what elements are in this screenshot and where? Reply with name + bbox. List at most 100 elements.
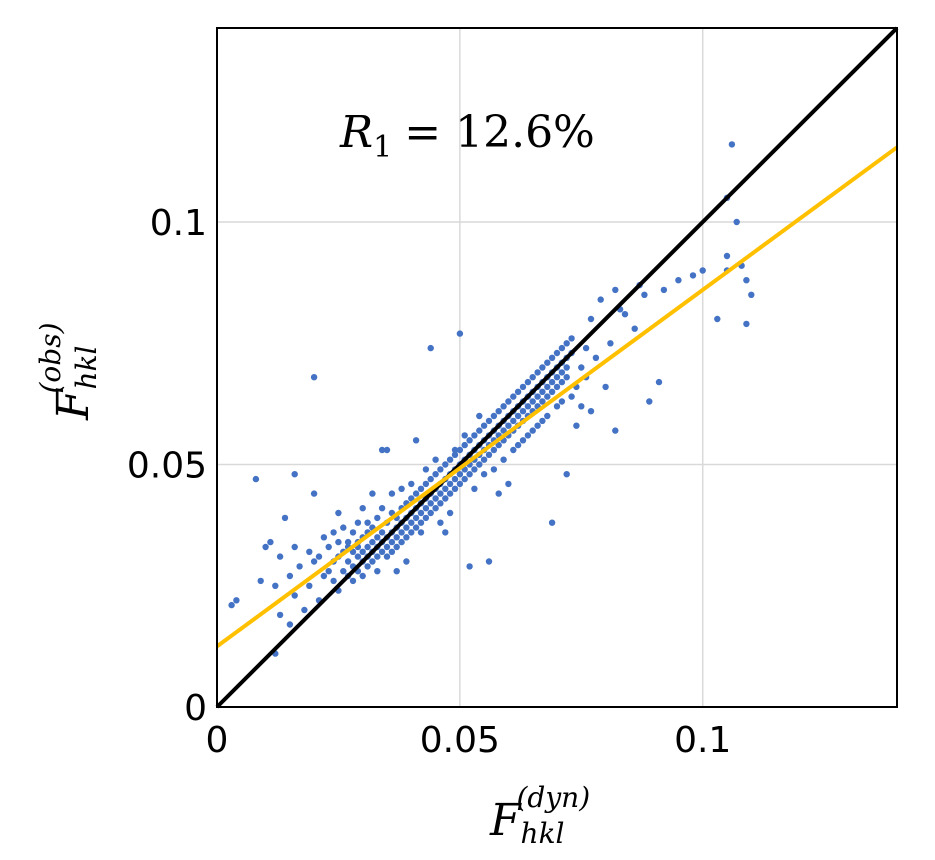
data-point-17 xyxy=(301,606,308,614)
data-point-208 xyxy=(510,417,517,425)
data-point-271 xyxy=(573,422,580,429)
data-point-238 xyxy=(539,388,546,395)
data-point-254 xyxy=(553,349,561,357)
data-point-174 xyxy=(476,427,483,434)
data-point-22 xyxy=(310,558,318,565)
data-point-256 xyxy=(553,403,561,410)
data-point-90 xyxy=(393,543,400,551)
data-point-239 xyxy=(539,364,546,371)
plot-frame xyxy=(216,27,898,708)
data-point-67 xyxy=(374,534,381,541)
data-point-153 xyxy=(456,471,464,478)
data-point-76 xyxy=(378,505,386,512)
data-point-209 xyxy=(510,393,517,400)
x-tick-label-2: 0.1 xyxy=(674,720,731,761)
data-point-170 xyxy=(471,466,478,473)
data-point-274 xyxy=(582,344,590,352)
data-point-277 xyxy=(587,408,595,415)
data-point-139 xyxy=(442,461,449,468)
data-point-47 xyxy=(354,553,362,560)
data-point-98 xyxy=(403,524,410,531)
data-point-198 xyxy=(500,427,507,434)
x-tick-label-1: 0.05 xyxy=(420,720,500,761)
data-point-206 xyxy=(505,480,512,488)
data-point-259 xyxy=(558,344,566,352)
data-point-1 xyxy=(233,597,240,604)
data-point-133 xyxy=(437,490,444,497)
data-point-28 xyxy=(325,543,332,551)
r1-value: = 12.6% xyxy=(404,107,595,158)
identity-line xyxy=(215,26,899,709)
data-point-45 xyxy=(349,577,357,585)
data-point-250 xyxy=(548,388,556,395)
data-point-241 xyxy=(539,417,546,425)
data-point-298 xyxy=(728,141,736,148)
data-point-35 xyxy=(335,509,342,517)
data-point-110 xyxy=(412,524,420,531)
data-point-249 xyxy=(548,354,556,361)
x-label-superscript: (dyn) xyxy=(517,781,591,814)
data-point-176 xyxy=(476,412,483,420)
data-point-146 xyxy=(446,509,454,517)
data-point-135 xyxy=(437,500,444,507)
data-point-194 xyxy=(495,408,502,415)
data-point-169 xyxy=(471,432,478,439)
data-point-263 xyxy=(563,364,570,371)
data-point-148 xyxy=(451,475,459,483)
x-label-subscript: hkl xyxy=(521,817,565,850)
data-point-258 xyxy=(558,369,566,376)
data-point-226 xyxy=(524,432,532,439)
data-point-160 xyxy=(461,475,468,483)
data-point-95 xyxy=(398,538,405,546)
y-tick-labels: 0 0.05 0.1 xyxy=(127,203,207,729)
x-axis-label: Fhkl(dyn) xyxy=(489,781,590,850)
data-point-50 xyxy=(354,519,362,526)
data-point-211 xyxy=(510,446,517,454)
y-label-superscript: (obs) xyxy=(34,323,67,394)
data-point-138 xyxy=(442,485,449,492)
data-point-123 xyxy=(427,500,434,507)
data-point-111 xyxy=(412,437,420,444)
data-point-14 xyxy=(291,543,298,551)
x-tick-label-0: 0 xyxy=(206,720,229,761)
data-point-26 xyxy=(320,572,328,580)
y-tick-label-2: 0.1 xyxy=(150,203,207,244)
data-point-109 xyxy=(412,490,420,497)
data-point-21 xyxy=(310,490,318,497)
data-point-171 xyxy=(471,485,478,492)
data-point-190 xyxy=(490,446,498,454)
data-point-268 xyxy=(568,393,575,400)
data-point-216 xyxy=(514,441,522,449)
data-point-116 xyxy=(417,529,425,536)
data-point-195 xyxy=(495,441,502,449)
data-point-2 xyxy=(252,475,260,483)
data-point-278 xyxy=(592,354,600,361)
data-point-91 xyxy=(393,568,400,575)
data-point-73 xyxy=(378,529,386,536)
data-point-180 xyxy=(480,456,488,463)
svg-text:Fhkl(obs): Fhkl(obs) xyxy=(34,323,103,422)
data-point-61 xyxy=(364,519,371,526)
data-point-283 xyxy=(612,427,619,434)
data-point-86 xyxy=(388,490,396,497)
y-tick-label-0: 0 xyxy=(184,688,207,729)
data-point-54 xyxy=(359,572,366,580)
data-point-13 xyxy=(291,592,298,599)
data-point-288 xyxy=(641,291,648,298)
data-point-272 xyxy=(578,364,585,371)
data-point-251 xyxy=(548,519,556,526)
data-point-164 xyxy=(466,437,473,444)
data-point-11 xyxy=(286,621,294,628)
data-point-261 xyxy=(558,398,566,405)
data-point-38 xyxy=(340,524,347,531)
data-point-304 xyxy=(714,315,721,323)
data-point-253 xyxy=(553,374,561,381)
data-point-223 xyxy=(524,403,532,410)
data-point-126 xyxy=(427,344,434,352)
x-tick-labels: 0 0.05 0.1 xyxy=(206,720,732,761)
data-point-96 xyxy=(398,485,405,492)
data-point-115 xyxy=(417,519,425,526)
data-point-68 xyxy=(374,553,381,560)
data-point-125 xyxy=(427,509,434,517)
